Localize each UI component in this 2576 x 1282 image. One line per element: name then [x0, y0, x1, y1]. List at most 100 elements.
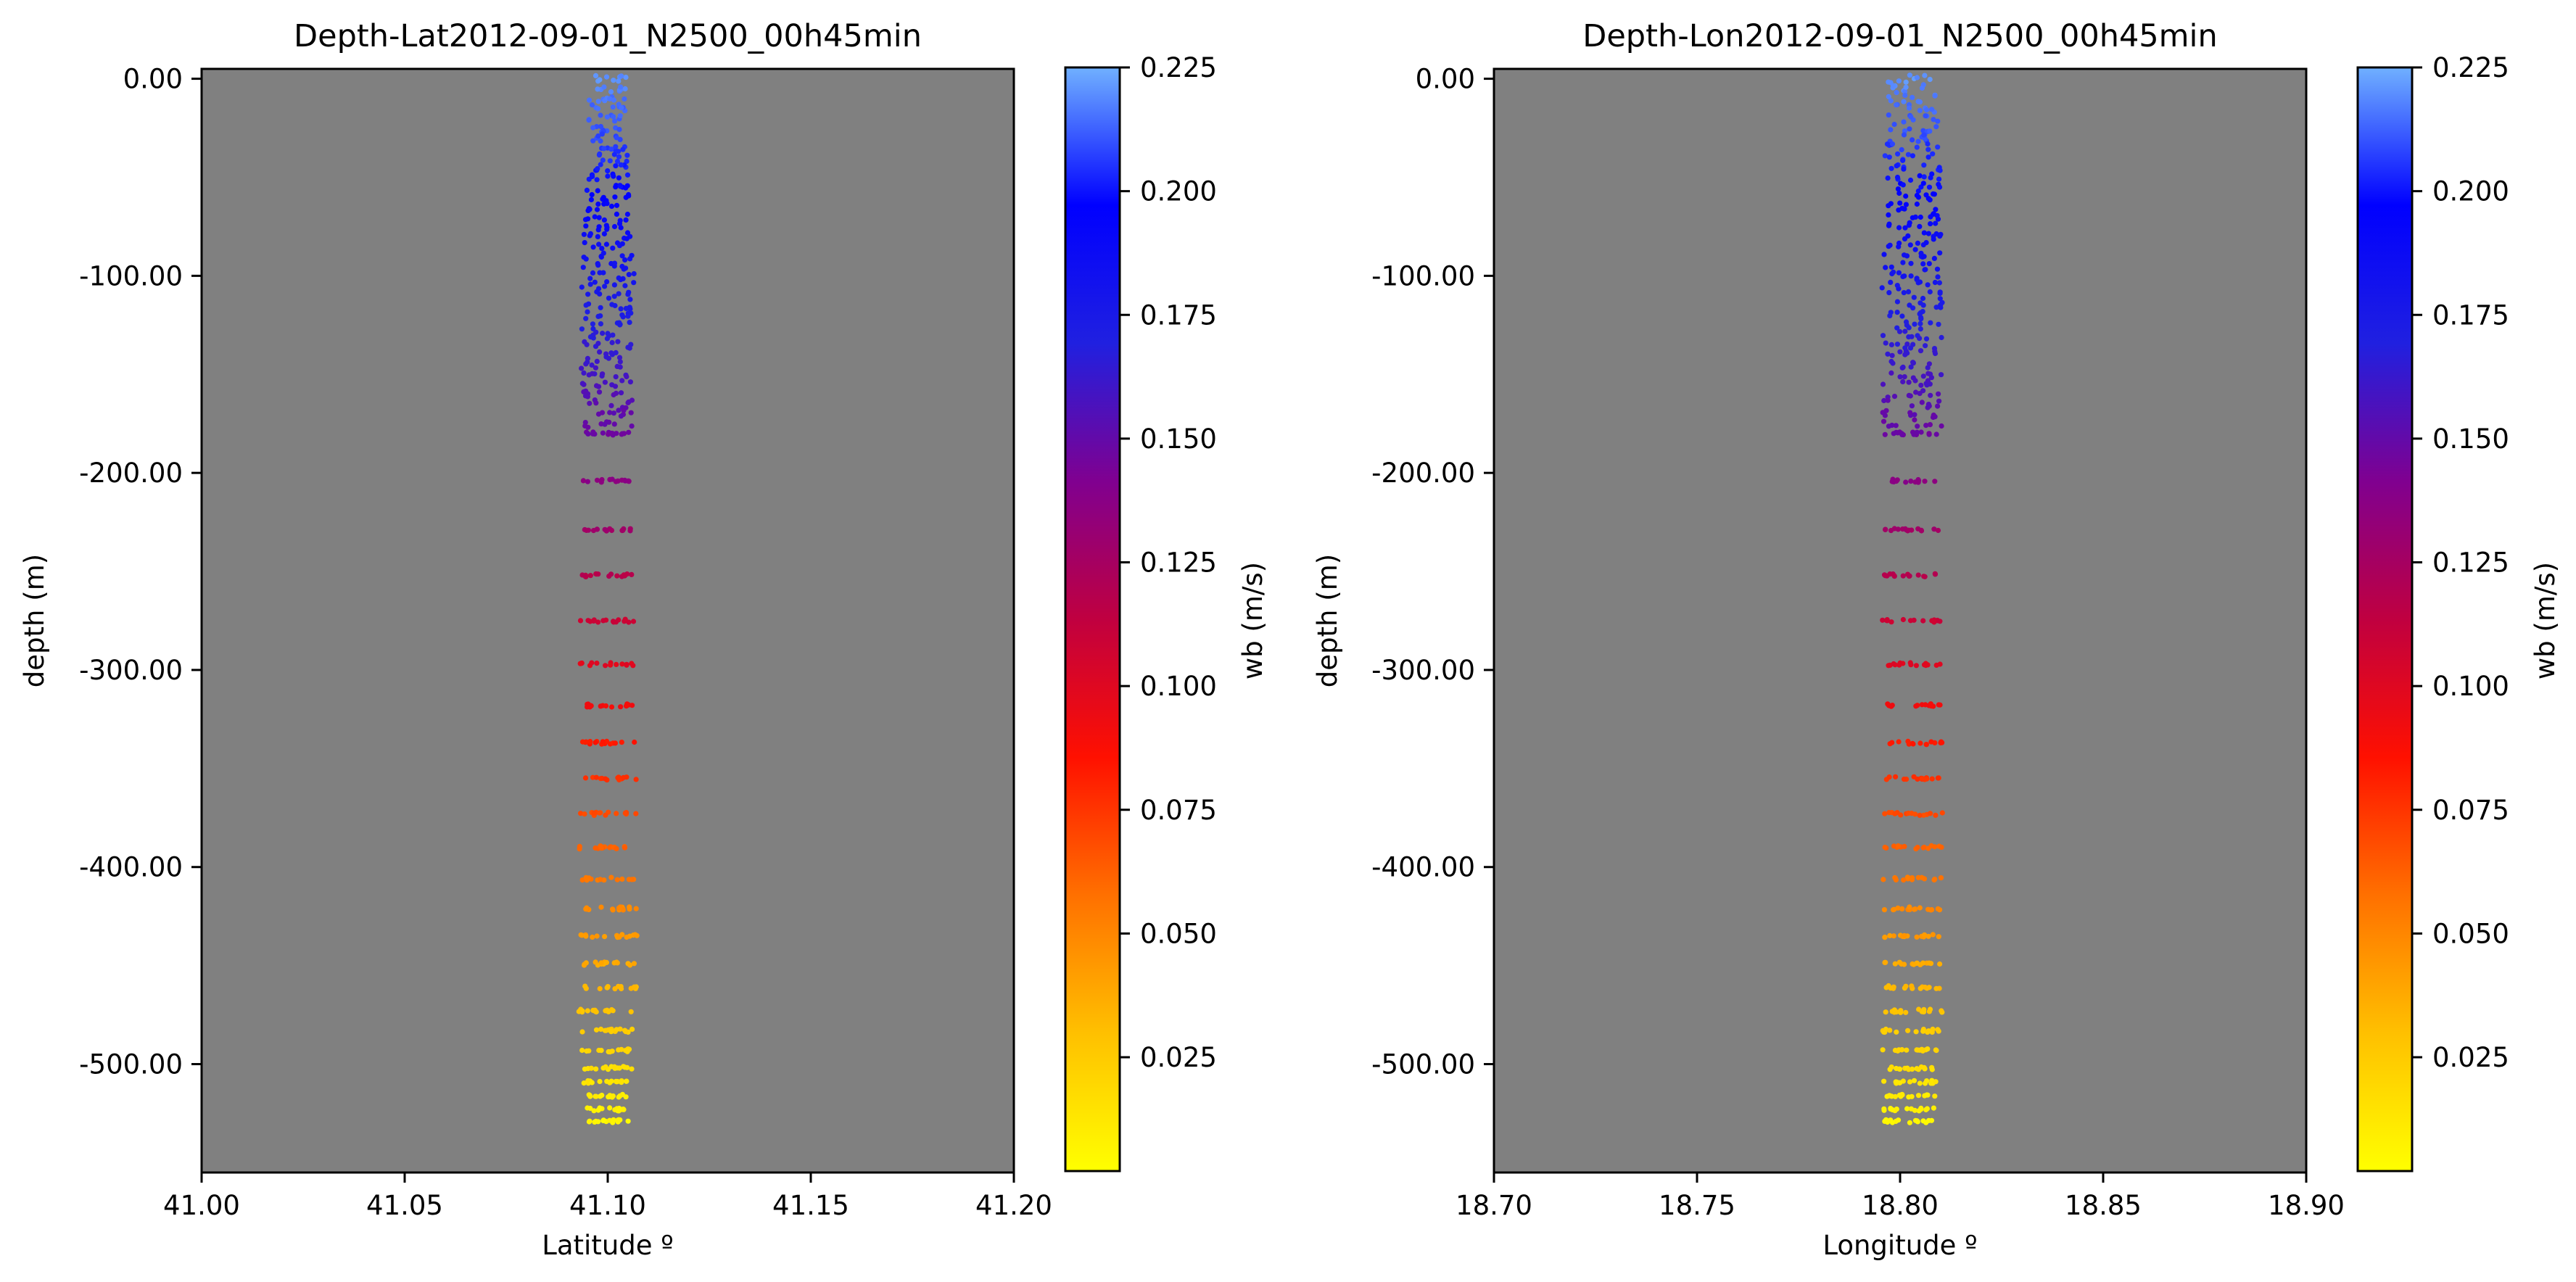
scatter-point	[617, 904, 623, 910]
scatter-point	[604, 985, 610, 991]
scatter-point	[1911, 962, 1917, 967]
scatter-point	[615, 339, 621, 344]
scatter-point	[579, 365, 585, 371]
colorbar-tick-label: 0.050	[1140, 918, 1217, 949]
scatter-point	[598, 877, 603, 882]
scatter-point	[1891, 933, 1896, 939]
scatter-point	[1939, 810, 1945, 816]
scatter-point	[614, 845, 619, 851]
scatter-point	[1925, 154, 1931, 160]
scatter-point	[1886, 1093, 1892, 1099]
scatter-point	[1928, 320, 1933, 326]
x-tick-label: 18.85	[2065, 1190, 2142, 1221]
scatter-point	[628, 1009, 634, 1014]
scatter-point	[1902, 225, 1908, 231]
scatter-point	[598, 138, 603, 144]
scatter-point	[582, 423, 588, 429]
scatter-point	[1917, 99, 1923, 105]
scatter-point	[1910, 360, 1916, 365]
scatter-point	[623, 217, 629, 223]
scatter-point	[633, 777, 639, 782]
scatter-point	[1906, 379, 1912, 385]
scatter-point	[1924, 1106, 1930, 1112]
scatter-point	[1881, 252, 1887, 257]
scatter-point	[618, 704, 624, 710]
scatter-point	[1911, 1078, 1917, 1083]
x-ticks-lat: 41.00 41.05 41.10 41.15 41.20	[163, 1173, 1052, 1221]
scatter-point	[1899, 906, 1905, 911]
scatter-point	[613, 390, 619, 397]
scatter-point	[1911, 431, 1917, 437]
scatter-point	[1901, 877, 1907, 883]
scatter-point	[581, 231, 587, 237]
scatter-point	[579, 284, 585, 290]
scatter-point	[626, 399, 632, 405]
scatter-point	[587, 207, 593, 212]
scatter-point	[1883, 526, 1888, 533]
scatter-point	[1928, 392, 1933, 398]
scatter-point	[598, 313, 603, 319]
scatter-point	[1933, 431, 1939, 437]
scatter-point	[603, 241, 610, 247]
scatter-point	[597, 1078, 603, 1085]
scatter-point	[623, 75, 629, 80]
scatter-point	[1894, 1079, 1900, 1085]
scatter-point	[1890, 83, 1896, 88]
scatter-point	[1920, 181, 1926, 186]
scatter-point	[627, 306, 633, 312]
scatter-point	[1900, 379, 1906, 385]
scatter-point	[595, 233, 600, 239]
scatter-point	[595, 99, 601, 104]
scatter-point	[611, 223, 618, 230]
scatter-point	[622, 257, 628, 262]
scatter-point	[1896, 207, 1902, 213]
scatter-point	[1939, 334, 1944, 341]
scatter-point	[608, 402, 614, 409]
scatter-point	[1894, 325, 1900, 331]
scatter-point	[1937, 961, 1943, 967]
scatter-point	[586, 117, 592, 123]
scatter-point	[1926, 1009, 1932, 1014]
scatter-point	[1923, 267, 1928, 273]
scatter-point	[1897, 374, 1903, 380]
colorbar-tick-label: 0.025	[1140, 1042, 1217, 1073]
scatter-point	[624, 230, 631, 236]
scatter-point	[1930, 191, 1936, 197]
scatter-point	[1932, 844, 1938, 850]
scatter-point	[597, 810, 603, 816]
scatter-point	[1935, 144, 1941, 150]
scatter-point	[1888, 703, 1894, 709]
scatter-point	[614, 960, 620, 966]
scatter-point	[1920, 373, 1926, 379]
scatter-point	[1912, 321, 1917, 327]
scatter-point	[1894, 90, 1899, 96]
colorbar-ticks-lat: 0.025 0.050 0.075 0.100 0.125 0.150 0.175 0.200…	[1120, 52, 1217, 1073]
scatter-point	[1935, 906, 1941, 911]
scatter-point	[1885, 397, 1891, 403]
scatter-point	[610, 1093, 616, 1099]
scatter-point	[1927, 422, 1933, 428]
scatter-point	[1903, 1009, 1909, 1015]
scatter-point	[1936, 280, 1942, 286]
scatter-point	[610, 907, 616, 913]
scatter-point	[590, 138, 596, 144]
scatter-point	[1923, 423, 1929, 429]
scatter-point	[1895, 151, 1901, 157]
scatter-point	[609, 382, 615, 388]
scatter-point	[609, 339, 615, 346]
scatter-point	[1907, 904, 1912, 910]
y-axis-label-lat: depth (m)	[19, 554, 50, 687]
scatter-point	[593, 740, 598, 745]
scatter-point	[1931, 1105, 1936, 1111]
scatter-point	[1939, 739, 1944, 745]
scatter-point	[582, 1066, 588, 1072]
scatter-point	[629, 252, 635, 258]
scatter-point	[1939, 1008, 1944, 1014]
scatter-point	[601, 146, 607, 152]
scatter-point	[606, 431, 611, 437]
scatter-point	[597, 77, 603, 83]
scatter-point	[1882, 934, 1888, 940]
scatter-point	[1928, 221, 1933, 227]
scatter-point	[1933, 985, 1939, 991]
scatter-point	[617, 183, 623, 189]
